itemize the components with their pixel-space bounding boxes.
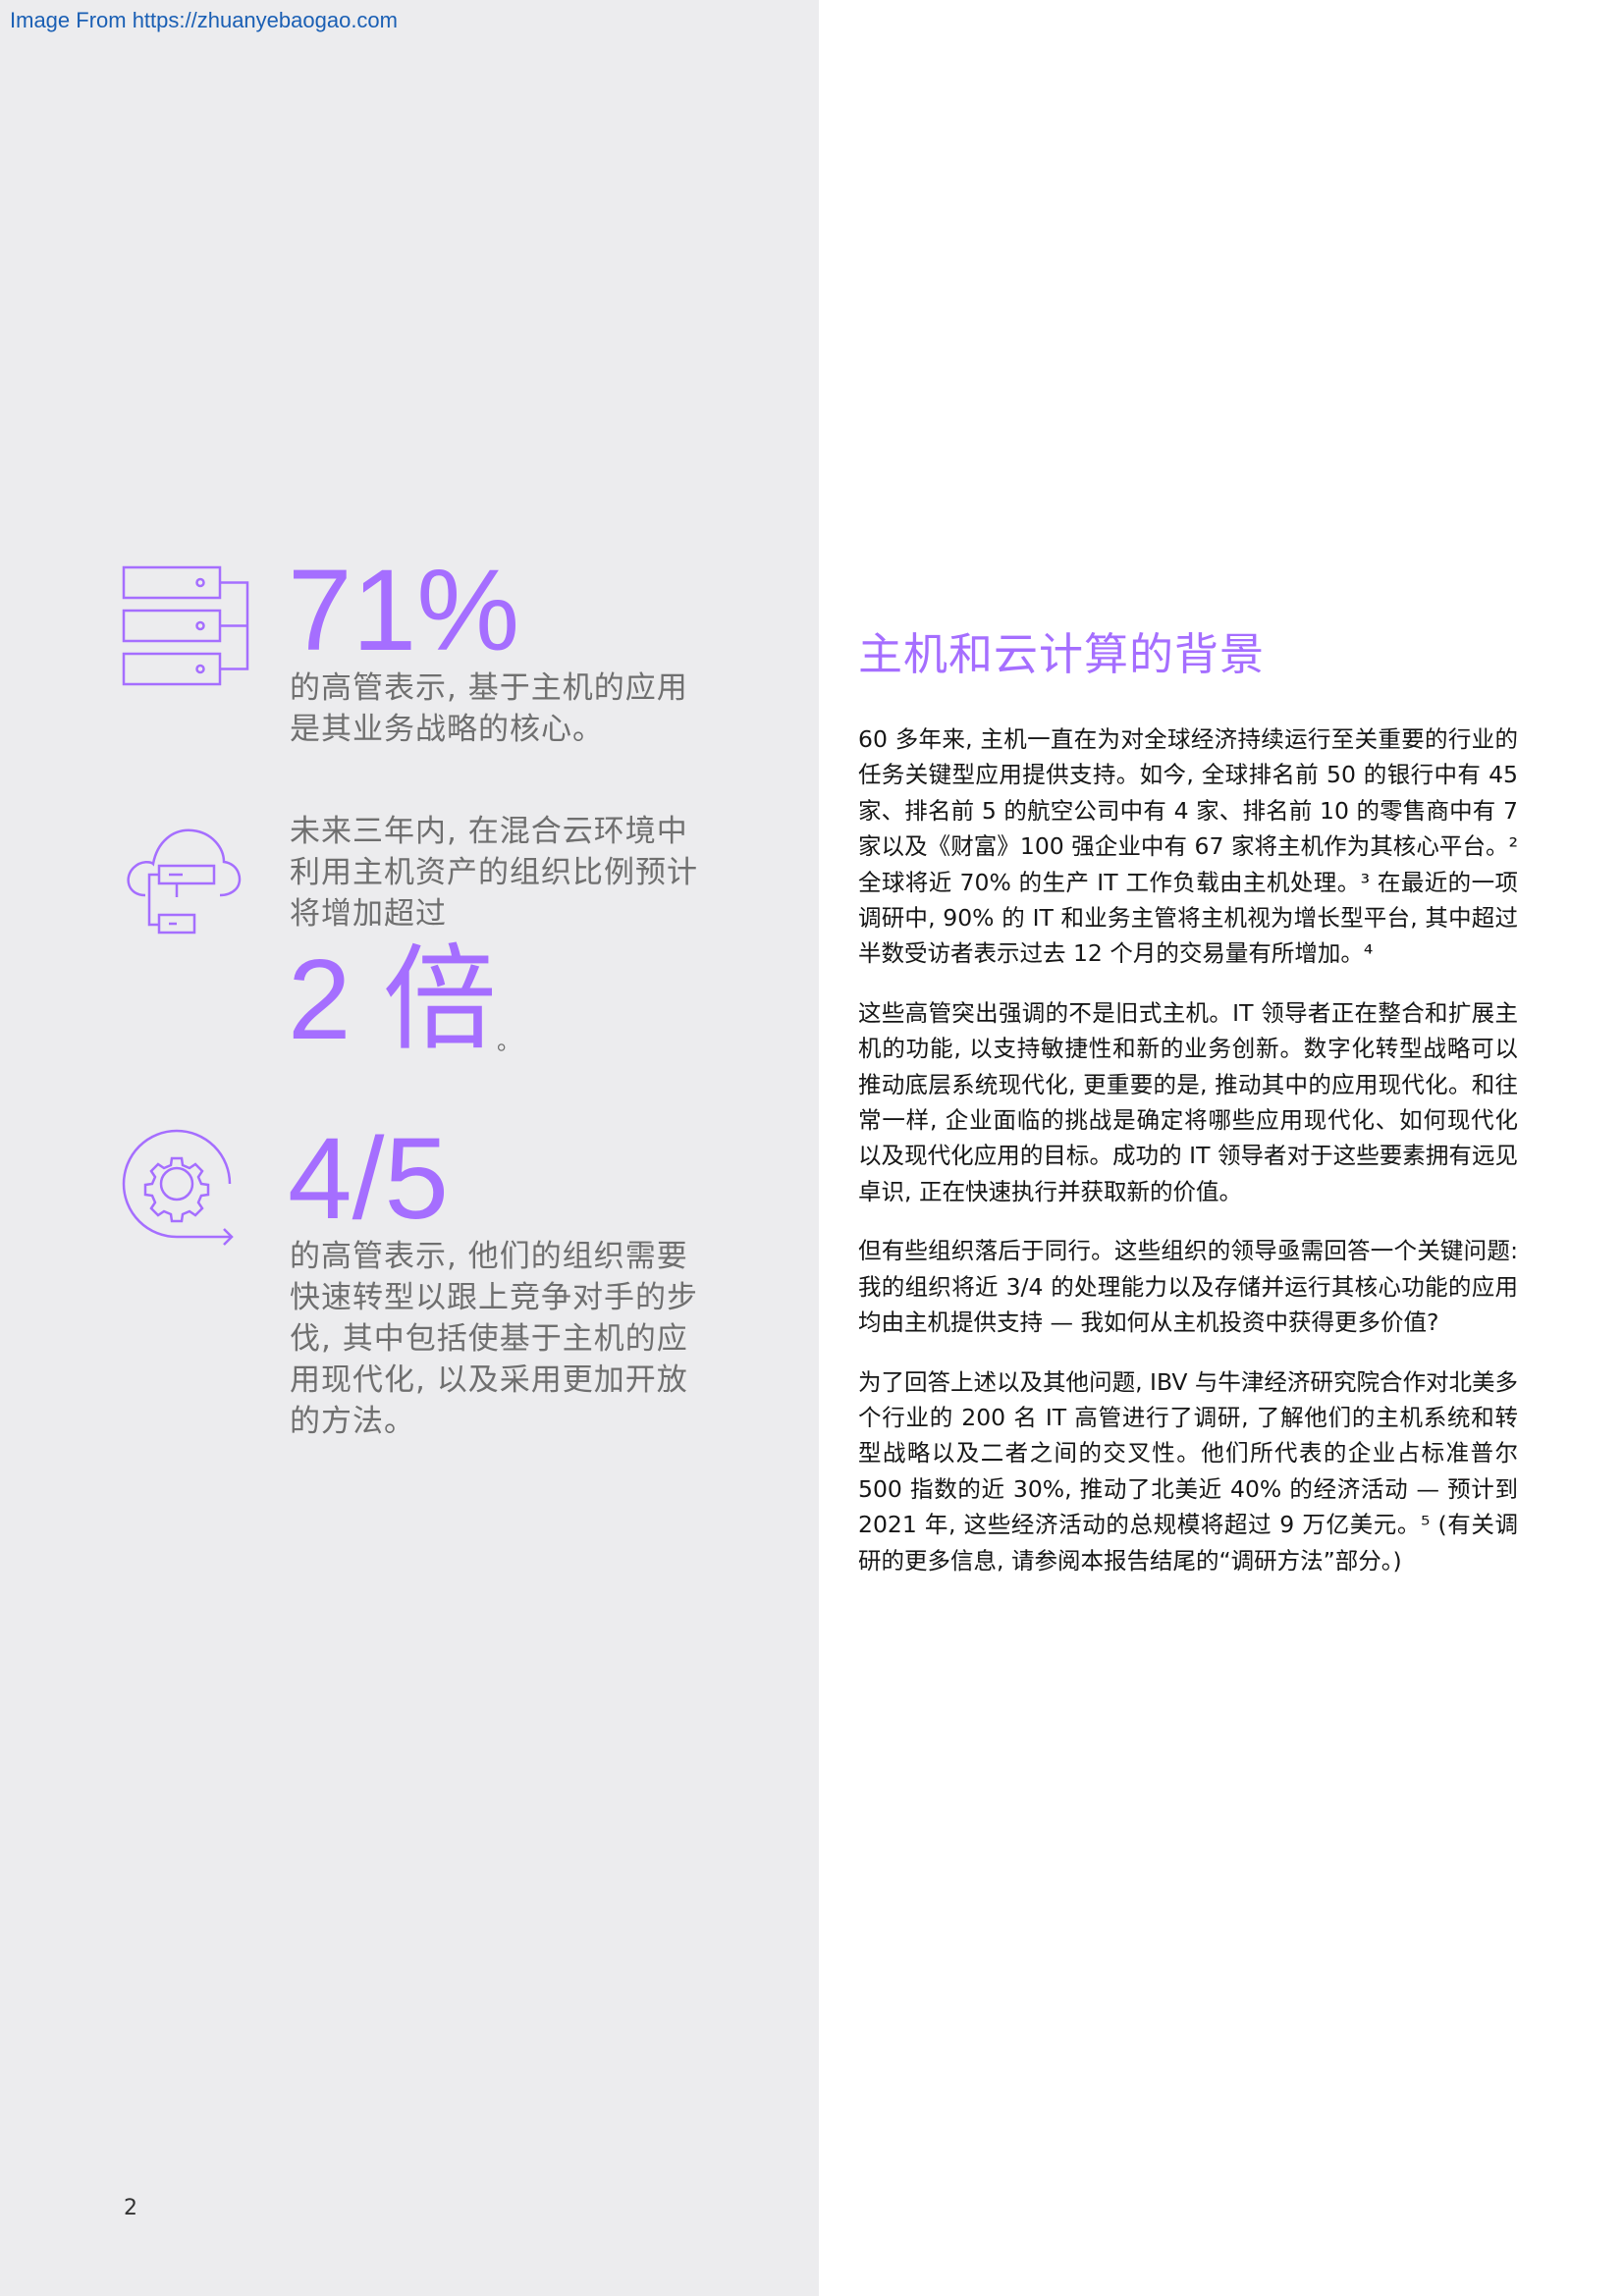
server-rack-icon xyxy=(122,565,249,686)
page-number: 2 xyxy=(124,2196,137,2220)
article-paragraph: 为了回答上述以及其他问题, IBV 与牛津经济研究院合作对北美多个行业的 200… xyxy=(858,1367,1518,1575)
article-paragraph: 60 多年来, 主机一直在为对全球经济持续运行至关重要的行业的任务关键型应用提供… xyxy=(858,725,1518,968)
stat2-text-line2: 利用主机资产的组织比例预计 xyxy=(290,855,698,890)
stat3-text-line3: 伐, 其中包括使基于主机的应 xyxy=(290,1321,688,1357)
stat2-text-line3: 将增加超过 xyxy=(290,896,447,932)
stat3-text-line4: 用现代化, 以及采用更加开放 xyxy=(290,1362,688,1398)
cloud-server-icon xyxy=(127,828,242,934)
stat-four-fifths: 4/5 xyxy=(288,1114,450,1244)
gear-cycle-icon xyxy=(122,1129,234,1246)
article-paragraph: 这些高管突出强调的不是旧式主机。IT 领导者正在整合和扩展主机的功能, 以支持敏… xyxy=(858,998,1518,1205)
article-paragraph: 但有些组织落后于同行。这些组织的领导亟需回答一个关键问题: 我的组织将近 3/4… xyxy=(858,1237,1518,1337)
article-column: 主机和云计算的背景 60 多年来, 主机一直在为对全球经济持续运行至关重要的行业… xyxy=(858,618,1518,1602)
stat-2x-value: 2 倍 xyxy=(288,935,497,1063)
section-title: 主机和云计算的背景 xyxy=(858,628,1266,680)
stat3-text-line1: 的高管表示, 他们的组织需要 xyxy=(290,1239,688,1274)
stat1-text-line2: 是其业务战略的核心。 xyxy=(290,712,604,747)
source-link[interactable]: Image From https://zhuanyebaogao.com xyxy=(10,8,398,32)
stat1-text-line1: 的高管表示, 基于主机的应用 xyxy=(290,670,688,706)
stat2-text-line1: 未来三年内, 在混合云环境中 xyxy=(290,814,688,849)
stat3-text-line5: 的方法。 xyxy=(290,1404,415,1439)
stat-71-percent: 71% xyxy=(288,546,520,675)
stat3-text-line2: 快速转型以跟上竞争对手的步 xyxy=(290,1280,698,1315)
stat2-suffix: 。 xyxy=(497,1028,521,1055)
